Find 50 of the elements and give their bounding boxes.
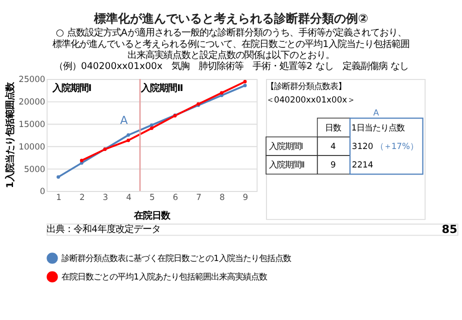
text: 1日当たり点数: [351, 122, 405, 132]
y-tick-label: 5000: [24, 164, 46, 174]
point: [56, 175, 60, 179]
source-note: 出典：令和4年度改定データ: [46, 224, 161, 236]
text: 9: [330, 160, 336, 170]
x-tick-label: 4: [126, 192, 132, 202]
point: [126, 138, 130, 142]
text: 【診断群分類点数表】: [266, 81, 346, 92]
annotation: 入院期間Ⅰ: [51, 83, 92, 94]
annotation: A: [120, 114, 128, 127]
x-axis-title: 在院日数: [133, 210, 172, 222]
legend-label: 診断群分類点数表に基づく在院日数ごとの1入院当たり包括点数: [62, 252, 291, 263]
text: 3120: [352, 140, 374, 151]
chart-title: 標準化が進んでいると考えられる診断群分類の例②: [93, 12, 368, 26]
x-tick-label: 8: [219, 192, 225, 202]
text: 標準化が進んでいると考えられる例について、在院日数ごとの平均1入院当たり包括範囲: [52, 38, 410, 50]
text: ○ 点数設定方式Aが適用される一般的な診断群分類のうち、手術等が定義されており、: [56, 28, 406, 39]
point: [150, 126, 154, 130]
y-tick-label: 15000: [18, 119, 46, 130]
text: 85: [442, 222, 458, 236]
y-tick-label: 25000: [18, 74, 46, 84]
x-tick-label: 6: [172, 192, 178, 202]
text: （＋17%）: [375, 140, 418, 151]
x-tick-label: 5: [149, 192, 155, 202]
point: [243, 84, 247, 88]
point: [80, 158, 84, 162]
text: 入院期間Ⅱ: [268, 160, 305, 170]
text: 入院期間Ⅰ: [268, 140, 304, 151]
x-tick-label: 3: [102, 192, 108, 202]
x-tick-label: 9: [242, 192, 248, 202]
text: A: [373, 107, 380, 118]
y-tick-label: 0: [40, 186, 46, 196]
text: 出来高実績点数と設定点数の関係は以下のとおり。: [128, 50, 335, 61]
text: ＜040200xx01x00x＞: [266, 94, 356, 104]
y-tick-label: 20000: [18, 96, 46, 107]
x-tick-label: 7: [196, 192, 202, 202]
point: [243, 80, 247, 84]
x-tick-label: 1: [56, 192, 62, 202]
text: 日数: [325, 122, 342, 132]
annotation: 入院期間Ⅱ: [140, 83, 184, 94]
point: [220, 91, 224, 95]
y-axis-title: 1入院当たり包括範囲点数: [4, 82, 16, 188]
y-tick-label: 10000: [18, 141, 46, 152]
text: （例）040200xx01x00x 気胸 肺切除術等 手術・処置等2 なし 定義副傷病 なし: [54, 61, 408, 72]
x-tick-label: 2: [79, 192, 85, 202]
point: [150, 123, 154, 127]
text: 4: [330, 140, 336, 151]
legend-label: 在院日数ごとの平均1入院あたり包括範囲出来高実績点数: [62, 272, 267, 282]
text: 2214: [352, 160, 374, 170]
point: [126, 133, 130, 137]
